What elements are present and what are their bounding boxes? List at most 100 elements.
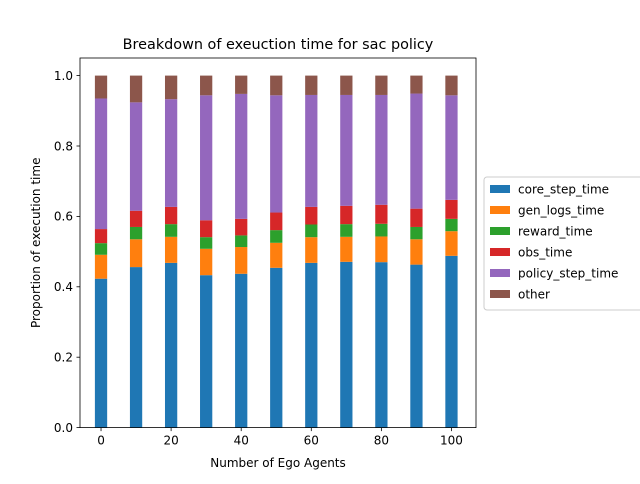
legend-label-reward_time: reward_time xyxy=(518,225,593,239)
bar-segment-policy_step_time xyxy=(164,99,178,207)
bar-segment-core_step_time xyxy=(94,278,108,428)
bar-segment-reward_time xyxy=(94,243,108,255)
legend-swatch-reward_time xyxy=(490,227,510,235)
bar-segment-gen_logs_time xyxy=(410,239,423,265)
legend-swatch-policy_step_time xyxy=(490,269,510,277)
bar-segment-core_step_time xyxy=(410,264,423,428)
legend: core_step_time gen_logs_time reward_timeob… xyxy=(483,176,640,311)
bar-segment-gen_logs_time xyxy=(200,248,213,276)
bar-segment-core_step_time xyxy=(129,267,143,428)
legend-label-obs_time: obs_time xyxy=(518,246,572,260)
bar-segment-other xyxy=(94,75,108,99)
x-tick-label: 100 xyxy=(440,434,463,448)
bar-segment-core_step_time xyxy=(164,262,178,428)
bar-segment-gen_logs_time xyxy=(445,231,458,256)
legend-swatch-gen_logs_time xyxy=(490,206,510,214)
y-tick-label: 0.2 xyxy=(54,351,73,365)
legend-swatch-core_step_time xyxy=(490,185,510,193)
legend-label-other: other xyxy=(518,288,550,302)
x-tick-label: 20 xyxy=(163,434,178,448)
bar-segment-obs_time xyxy=(235,218,248,236)
plot-area-frame xyxy=(79,57,477,429)
x-tick-label: 80 xyxy=(374,434,389,448)
x-axis-label: Number of Ego Agents xyxy=(210,456,346,470)
bar-segment-obs_time xyxy=(164,206,178,225)
bar-segment-other xyxy=(375,75,388,95)
bar-segment-other xyxy=(305,75,318,95)
bar-segment-obs_time xyxy=(445,199,458,219)
y-tick-label: 0.6 xyxy=(54,210,73,224)
bar-segment-policy_step_time xyxy=(270,95,283,213)
bar-segment-other xyxy=(235,75,248,94)
bar-segment-reward_time xyxy=(410,226,423,240)
y-tick-label: 1.0 xyxy=(54,69,73,83)
bar-segment-other xyxy=(200,75,213,96)
bar-segment-obs_time xyxy=(410,208,423,227)
bar-segment-core_step_time xyxy=(375,262,388,428)
bar-segment-reward_time xyxy=(445,218,458,232)
bar-segment-gen_logs_time xyxy=(375,236,388,263)
bar-segment-obs_time xyxy=(200,220,213,238)
bar-segment-core_step_time xyxy=(235,273,248,428)
bar-segment-reward_time xyxy=(235,235,248,248)
bar-segment-policy_step_time xyxy=(410,93,423,209)
bar-segment-other xyxy=(445,75,458,96)
bar-segment-other xyxy=(129,75,143,103)
bar-segment-reward_time xyxy=(340,224,353,237)
bar-segment-reward_time xyxy=(200,237,213,249)
bar-segment-core_step_time xyxy=(445,255,458,428)
y-axis: 0.0 0.2 0.4 0.6 0.8 1.0 xyxy=(54,69,80,435)
bar-segment-policy_step_time xyxy=(340,94,353,206)
bar-segment-other xyxy=(164,75,178,100)
bar-segment-core_step_time xyxy=(340,261,353,428)
bar-segment-gen_logs_time xyxy=(305,237,318,263)
bar-segment-obs_time xyxy=(305,206,318,225)
bar-segment-obs_time xyxy=(94,229,108,244)
bar-segment-reward_time xyxy=(164,224,178,237)
bar-segment-gen_logs_time xyxy=(94,254,108,279)
bar-segment-reward_time xyxy=(270,230,283,243)
legend-label-policy_step_time: policy_step_time xyxy=(518,267,618,281)
bar-segment-core_step_time xyxy=(305,262,318,428)
legend-swatch-obs_time xyxy=(490,248,510,256)
bar-segment-policy_step_time xyxy=(375,94,388,205)
bar-segment-reward_time xyxy=(129,226,143,240)
bar-segment-obs_time xyxy=(270,212,283,231)
bar-segment-obs_time xyxy=(129,210,143,227)
chart-title: Breakdown of exeuction time for sac poli… xyxy=(123,37,434,53)
x-axis: 0 20 40 60 80 100 xyxy=(97,427,463,448)
bar-segment-other xyxy=(270,75,283,96)
bar-segment-policy_step_time xyxy=(235,93,248,219)
bar-segment-gen_logs_time xyxy=(340,236,353,262)
bar-segment-policy_step_time xyxy=(305,94,318,207)
legend-box xyxy=(483,176,640,311)
bars-layer xyxy=(94,75,458,428)
bar-segment-gen_logs_time xyxy=(129,239,143,268)
y-tick-label: 0.4 xyxy=(54,280,73,294)
bar-segment-gen_logs_time xyxy=(270,242,283,268)
bar-segment-policy_step_time xyxy=(200,95,213,221)
bar-segment-other xyxy=(410,75,423,94)
bar-segment-core_step_time xyxy=(200,275,213,428)
bar-segment-other xyxy=(340,75,353,95)
legend-swatch-other xyxy=(490,290,510,298)
x-tick-label: 40 xyxy=(234,434,249,448)
y-axis-label: Proportion of execution time xyxy=(29,158,43,329)
x-tick-label: 0 xyxy=(97,434,105,448)
bar-segment-reward_time xyxy=(375,223,388,237)
bar-segment-reward_time xyxy=(305,224,318,238)
bar-segment-core_step_time xyxy=(270,267,283,428)
bar-segment-obs_time xyxy=(375,204,388,224)
y-tick-label: 0.0 xyxy=(54,421,73,435)
bar-segment-policy_step_time xyxy=(94,98,108,230)
legend-label-gen_logs_time: gen_logs_time xyxy=(518,204,604,218)
bar-segment-gen_logs_time xyxy=(164,236,178,263)
bar-segment-policy_step_time xyxy=(129,102,143,211)
legend-label-core_step_time: core_step_time xyxy=(518,183,609,197)
y-tick-label: 0.8 xyxy=(54,139,73,153)
bar-segment-policy_step_time xyxy=(445,95,458,200)
x-tick-label: 60 xyxy=(304,434,319,448)
bar-segment-obs_time xyxy=(340,205,353,225)
